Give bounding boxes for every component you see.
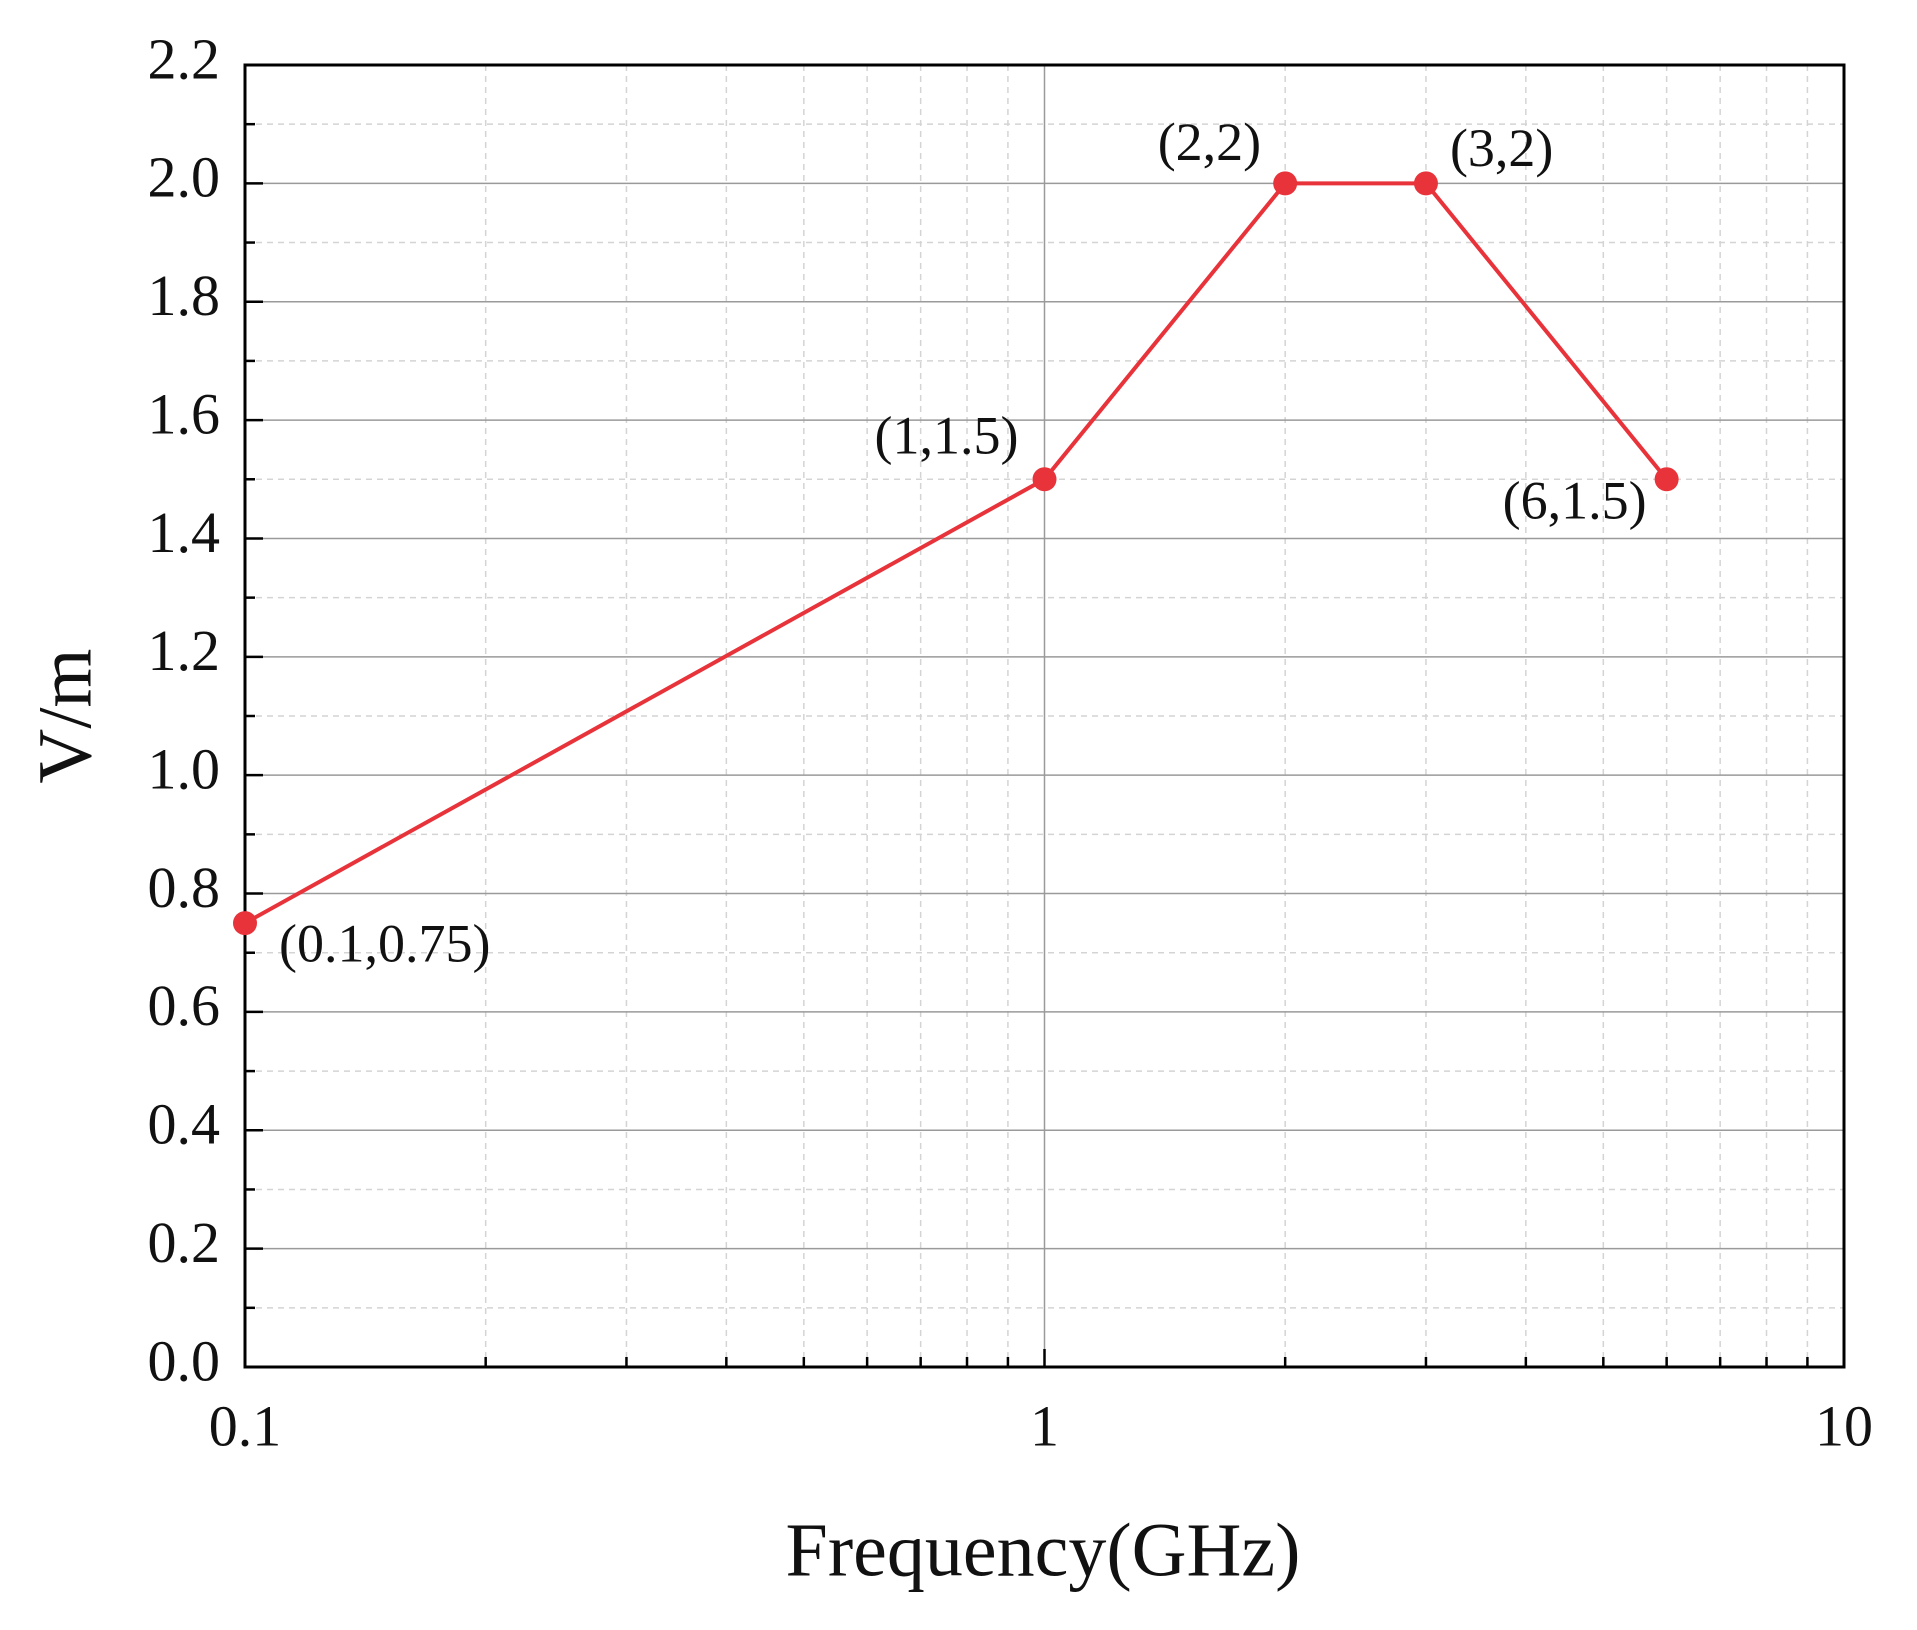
y-tick-label: 1.4: [148, 500, 221, 565]
data-point: [1273, 171, 1298, 196]
x-tick-label: 0.1: [209, 1393, 282, 1458]
x-tick-label: 1: [1030, 1393, 1059, 1458]
y-tick-label: 1.2: [148, 618, 221, 683]
point-label: (3,2): [1450, 118, 1553, 178]
y-axis-title: V/m: [23, 648, 107, 783]
y-tick-label: 0.2: [148, 1210, 221, 1275]
point-label: (6,1.5): [1503, 471, 1647, 531]
y-tick-label: 2.0: [148, 145, 221, 210]
data-point: [233, 911, 257, 936]
point-label: (0.1,0.75): [279, 914, 490, 974]
plot-frame: [243, 63, 1846, 1369]
y-tick-label: 1.0: [148, 736, 221, 801]
point-label: (2,2): [1158, 112, 1261, 172]
y-tick-label: 1.6: [148, 381, 221, 446]
point-label: (1,1.5): [875, 406, 1019, 466]
y-tick-label: 1.8: [148, 263, 221, 328]
y-tick-label: 0.6: [148, 973, 221, 1038]
data-point: [1413, 171, 1438, 196]
y-tick-label: 2.2: [148, 26, 221, 91]
y-tick-label: 0.4: [148, 1092, 221, 1157]
y-tick-label: 0.0: [148, 1328, 221, 1393]
data-line: [244, 181, 1669, 925]
x-tick-label: 10: [1815, 1393, 1873, 1458]
data-point: [1032, 467, 1057, 492]
y-tick-label: 0.8: [148, 855, 221, 920]
x-axis-title: Frequency(GHz): [786, 1508, 1301, 1592]
data-point: [1654, 467, 1679, 492]
